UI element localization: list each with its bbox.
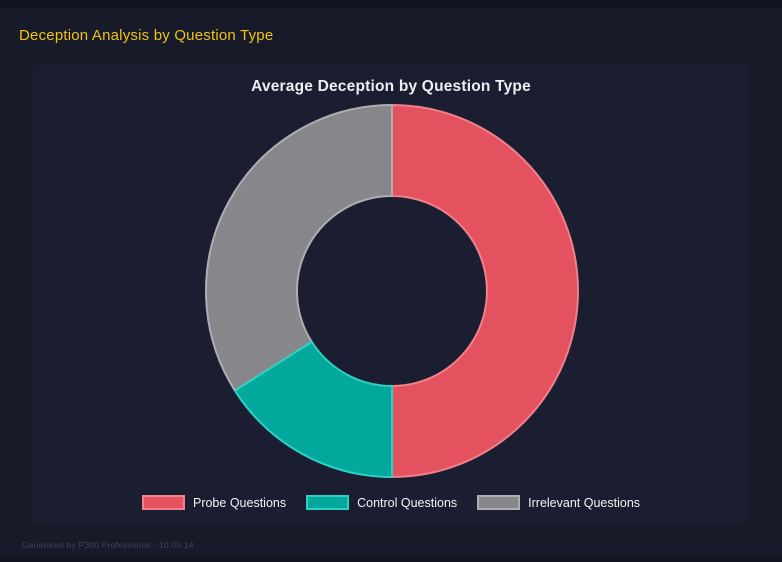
legend-label-control: Control Questions bbox=[357, 495, 458, 510]
doughnut-slice-irrelevant-questions[interactable] bbox=[205, 104, 393, 392]
page-title: Deception Analysis by Question Type bbox=[19, 27, 274, 44]
window-bottom-strip bbox=[0, 557, 782, 562]
chart-legend: Probe Questions Control Questions Irrele… bbox=[33, 495, 749, 510]
chart-title: Average Deception by Question Type bbox=[251, 78, 531, 95]
footer-note: Generated by P300 Professional - 10:05:1… bbox=[22, 540, 194, 550]
legend-swatch-irrelevant bbox=[477, 495, 521, 510]
legend-swatch-probe bbox=[141, 495, 185, 510]
chart-panel: Average Deception by Question Type Probe… bbox=[33, 65, 749, 522]
legend-item-probe-questions[interactable]: Probe Questions bbox=[141, 495, 287, 510]
doughnut-chart[interactable] bbox=[202, 101, 582, 481]
legend-item-irrelevant-questions[interactable]: Irrelevant Questions bbox=[477, 495, 640, 510]
legend-item-control-questions[interactable]: Control Questions bbox=[306, 495, 457, 510]
legend-label-probe: Probe Questions bbox=[192, 495, 287, 510]
doughnut-svg bbox=[205, 104, 579, 478]
doughnut-slice-probe-questions[interactable] bbox=[391, 104, 579, 478]
doughnut-slice-control-questions[interactable] bbox=[233, 340, 393, 478]
legend-label-irrelevant: Irrelevant Questions bbox=[528, 495, 641, 510]
window-top-strip bbox=[0, 0, 782, 8]
legend-swatch-control bbox=[306, 495, 350, 510]
